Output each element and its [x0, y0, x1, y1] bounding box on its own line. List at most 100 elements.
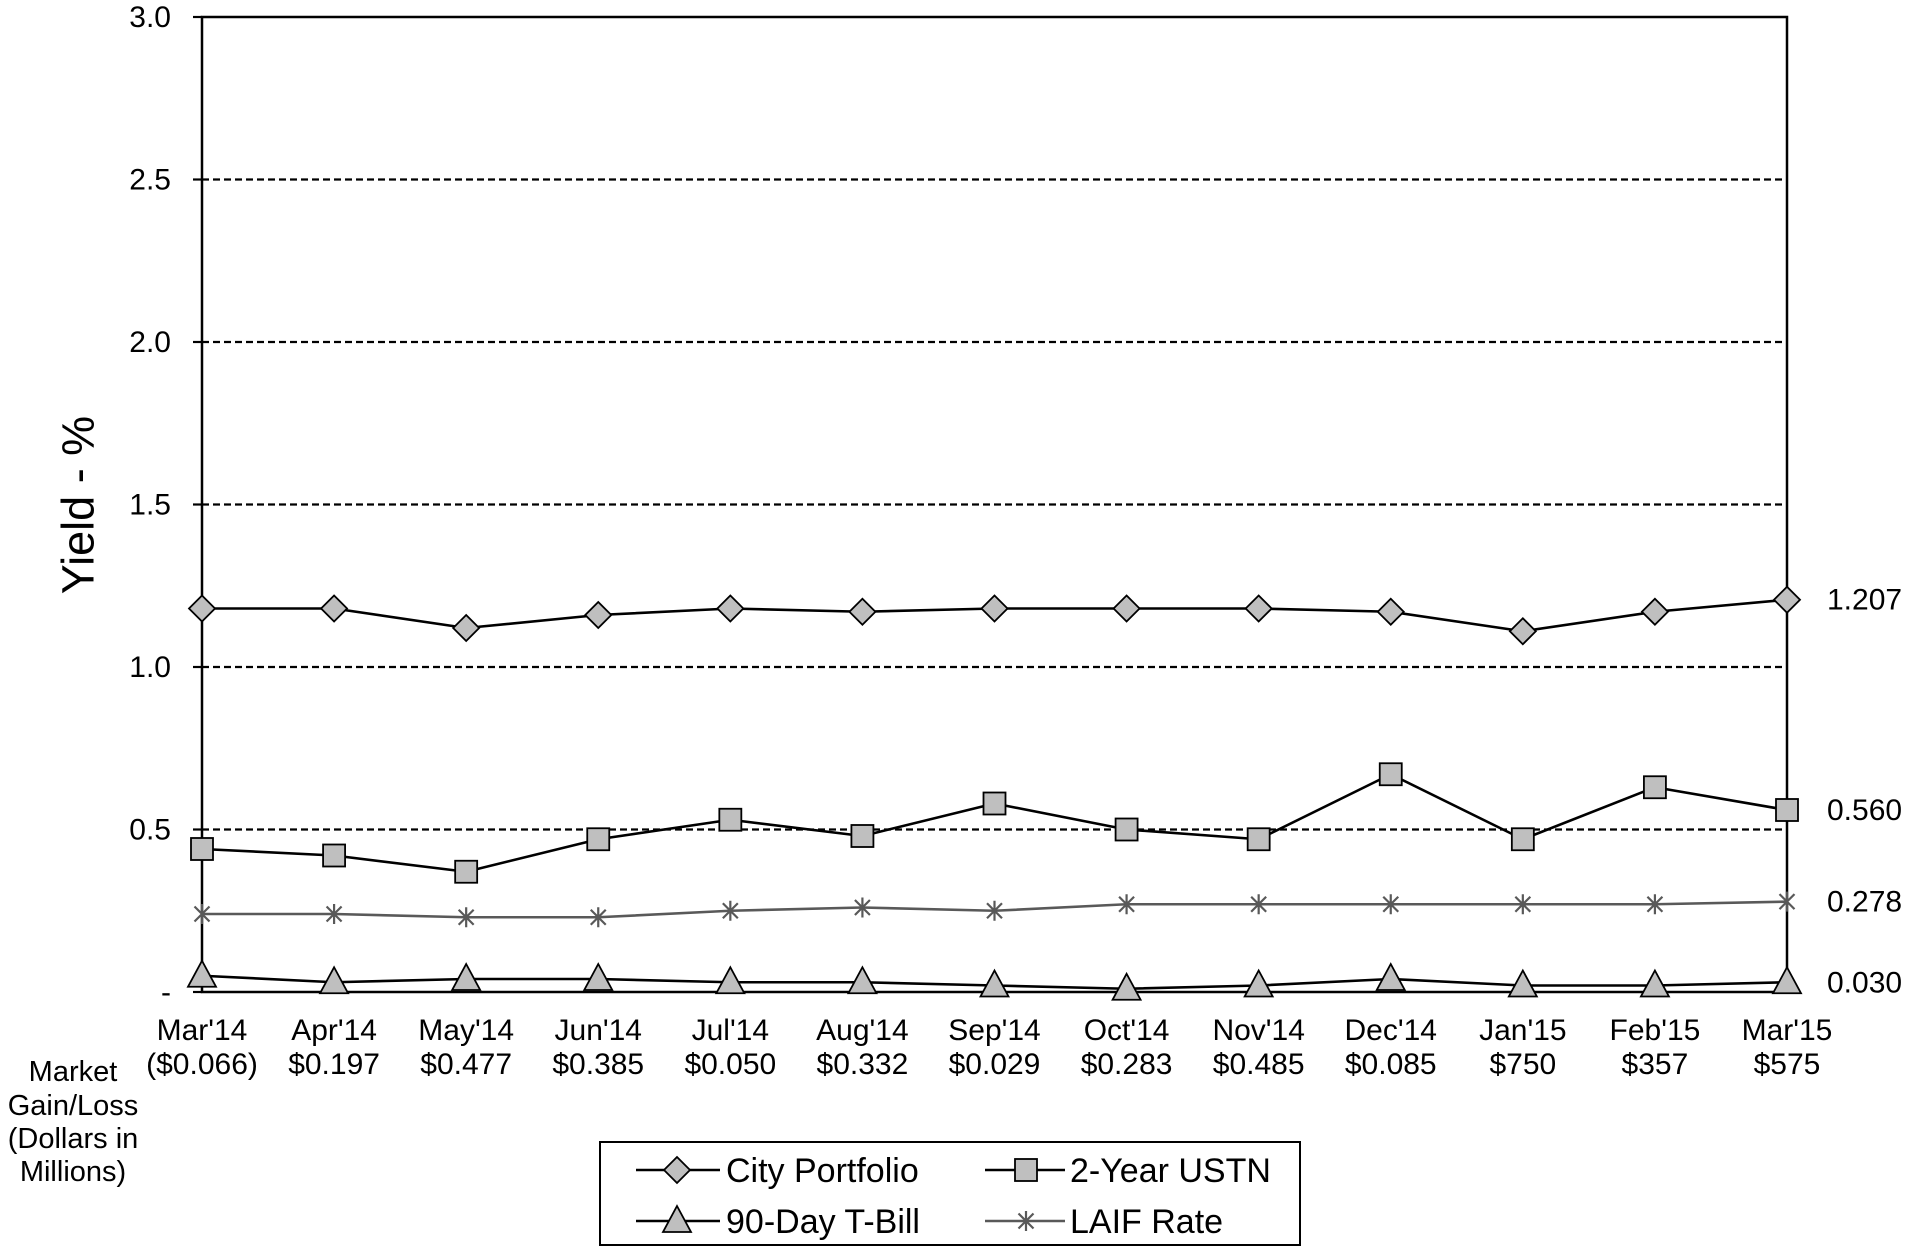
laif-rate-point: [1250, 894, 1267, 915]
x-tick-label: Dec'14: [1345, 1014, 1437, 1047]
legend-marker: [1017, 1211, 1035, 1231]
legend-marker: [1014, 1158, 1038, 1182]
x-tick-label: Mar'14: [157, 1014, 248, 1047]
legend-label: City Portfolio: [726, 1152, 919, 1190]
90-day-t-bill-point: [450, 962, 482, 991]
x-tick-label: Sep'14: [948, 1014, 1040, 1047]
x-tick-sublabel: ($0.066): [146, 1048, 258, 1081]
y-tick-label: 3.0: [129, 1, 171, 34]
axis-labels: -0.51.01.52.02.53.0Mar'14($0.066)Apr'14$…: [129, 1, 1902, 1081]
2-year-ustn-point: [1775, 798, 1799, 822]
x-tick-sublabel: $0.385: [552, 1048, 644, 1081]
laif-rate-point: [722, 900, 739, 921]
2-year-ustn-point: [190, 837, 214, 861]
laif-rate-end-label: 0.278: [1827, 886, 1902, 919]
y-tick-label: 1.5: [129, 489, 171, 522]
90-day-t-bill-point: [186, 958, 218, 988]
y-tick-label: 1.0: [129, 651, 171, 684]
x-tick-sublabel: $0.485: [1213, 1048, 1305, 1081]
city-portfolio-point: [1244, 594, 1273, 623]
series-layer: [186, 585, 1803, 1001]
laif-rate-point: [854, 897, 871, 918]
x-tick-sublabel: $0.197: [288, 1048, 380, 1081]
90-day-t-bill-point: [1507, 968, 1539, 998]
city-portfolio-point: [1772, 585, 1802, 614]
90-day-t-bill-point: [582, 962, 614, 991]
legend-item-laif-rate: LAIF Rate: [985, 1203, 1223, 1241]
market-gain-loss-row-label: Market Gain/Loss (Dollars in Millions): [8, 1056, 139, 1188]
laif-rate-point: [1646, 894, 1664, 915]
legend-marker: [662, 1155, 692, 1185]
city-portfolio-point: [451, 613, 481, 643]
y-tick-label: 0.5: [129, 814, 171, 847]
city-portfolio-end-label: 1.207: [1827, 584, 1902, 617]
laif-rate-point: [1118, 894, 1135, 915]
legend-label: 2-Year USTN: [1070, 1152, 1271, 1190]
legend-label: 90-Day T-Bill: [726, 1203, 920, 1241]
x-tick-label: Mar'15: [1742, 1014, 1833, 1047]
x-tick-sublabel: $0.332: [817, 1048, 909, 1081]
laif-rate-point: [1778, 891, 1796, 912]
city-portfolio-point: [583, 600, 613, 630]
y-tick-label: 2.0: [129, 326, 171, 359]
90-day-t-bill-point: [1771, 965, 1803, 995]
y-tick-label: -: [161, 976, 171, 1009]
city-portfolio-point: [319, 594, 349, 623]
y-tick-label: 2.5: [129, 164, 171, 197]
city-portfolio-point: [716, 594, 745, 623]
2-year-ustn-point: [322, 843, 346, 868]
laif-rate-point: [325, 904, 343, 924]
90-day-t-bill-point: [1375, 962, 1407, 991]
90-day-t-bill-point: [318, 965, 350, 995]
row-label-line: Market: [29, 1056, 118, 1088]
x-tick-label: Apr'14: [291, 1014, 377, 1047]
legend-item-city-portfolio: City Portfolio: [636, 1152, 919, 1190]
city-portfolio-point: [1508, 616, 1538, 646]
2-year-ustn-end-label: 0.560: [1827, 794, 1902, 827]
90-day-t-bill-point: [1111, 971, 1143, 1001]
90-day-t-bill-end-label: 0.030: [1827, 966, 1902, 999]
laif-rate-point: [986, 900, 1003, 921]
90-day-t-bill-point: [846, 965, 878, 995]
90-day-t-bill-point: [978, 968, 1011, 998]
laif-rate-point: [589, 907, 607, 928]
legend: City Portfolio 2-Year USTN 90-Day T-Bill LA…: [599, 1141, 1301, 1246]
legend-marker: [661, 1204, 693, 1233]
2-year-ustn-point: [1510, 827, 1535, 852]
x-tick-sublabel: $0.050: [684, 1048, 776, 1081]
2-year-ustn-point: [1114, 817, 1139, 842]
city-portfolio-point: [980, 594, 1009, 623]
laif-rate-point: [1514, 894, 1532, 915]
row-label-line: (Dollars in: [8, 1123, 139, 1155]
x-tick-label: Nov'14: [1212, 1014, 1304, 1047]
x-tick-label: Jul'14: [692, 1014, 769, 1047]
row-label-line: Millions): [20, 1156, 126, 1188]
x-tick-label: Jan'15: [1479, 1014, 1566, 1047]
x-tick-sublabel: $0.029: [949, 1048, 1041, 1081]
2-year-ustn-point: [718, 807, 743, 832]
90-day-t-bill-point: [714, 965, 746, 995]
2-year-ustn-point: [586, 827, 611, 852]
x-tick-sublabel: $0.085: [1345, 1048, 1437, 1081]
x-tick-sublabel: $0.477: [420, 1048, 512, 1081]
x-tick-sublabel: $575: [1754, 1048, 1821, 1081]
city-portfolio-point: [1640, 597, 1670, 627]
legend-item-90-day-t-bill: 90-Day T-Bill: [636, 1203, 920, 1241]
legend-items: City Portfolio 2-Year USTN 90-Day T-Bill LA…: [636, 1152, 1271, 1241]
city-portfolio-point: [848, 597, 877, 627]
y-axis-title: Yield - %: [53, 416, 104, 594]
legend-item-2-year-ustn: 2-Year USTN: [985, 1152, 1271, 1190]
x-tick-sublabel: $750: [1489, 1048, 1556, 1081]
city-portfolio-point: [1376, 597, 1406, 627]
2-year-ustn-point: [1246, 827, 1271, 852]
x-tick-label: Jun'14: [555, 1014, 642, 1047]
x-tick-sublabel: $0.283: [1081, 1048, 1173, 1081]
2-year-ustn-point: [1378, 762, 1403, 787]
x-tick-label: May'14: [418, 1014, 514, 1047]
city-portfolio-point: [1112, 594, 1141, 623]
laif-rate-point: [1382, 894, 1400, 915]
x-tick-sublabel: $357: [1622, 1048, 1689, 1081]
x-tick-label: Feb'15: [1610, 1014, 1701, 1047]
